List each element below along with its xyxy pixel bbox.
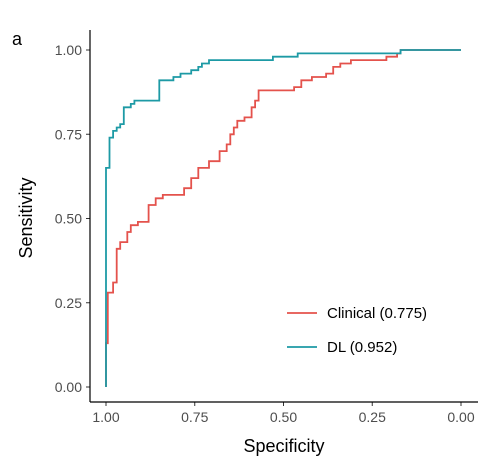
y-axis: 0.00 0.25 0.50 0.75 1.00 (55, 42, 90, 395)
series-line-1 (105, 49, 461, 387)
y-tick-label: 0.50 (55, 211, 82, 227)
x-tick-label: 1.00 (92, 409, 119, 425)
legend-label-1: DL (0.952) (327, 339, 397, 356)
y-axis-title: Sensitivity (16, 177, 36, 258)
legend-label-0: Clinical (0.775) (327, 305, 427, 322)
x-tick-label: 0.25 (359, 409, 386, 425)
x-tick-label: 0.00 (447, 409, 474, 425)
series-lines (105, 49, 461, 387)
y-tick-label: 0.25 (55, 295, 82, 311)
x-tick-label: 0.50 (270, 409, 297, 425)
legend: Clinical (0.775) DL (0.952) (287, 305, 427, 356)
y-tick-label: 1.00 (55, 42, 82, 58)
x-axis-title: Specificity (243, 436, 324, 456)
panel-label: a (12, 29, 23, 49)
y-tick-label: 0.75 (55, 126, 82, 142)
x-axis: 1.00 0.75 0.50 0.25 0.00 (92, 402, 475, 425)
y-tick-label: 0.00 (55, 379, 82, 395)
x-tick-label: 0.75 (181, 409, 208, 425)
series-line-0 (105, 49, 461, 387)
